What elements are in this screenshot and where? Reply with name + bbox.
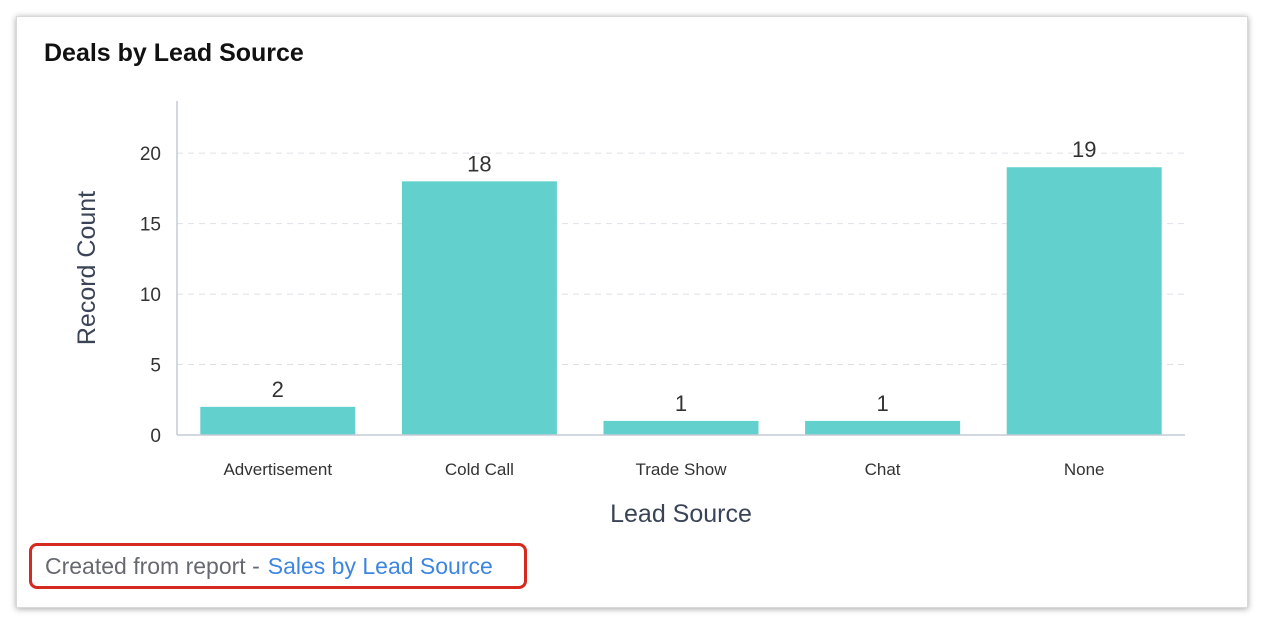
bar[interactable] xyxy=(1006,167,1162,436)
x-tick-label: None xyxy=(1064,460,1105,479)
report-source-prefix: Created from report - xyxy=(45,552,260,579)
y-tick-label: 15 xyxy=(140,215,161,236)
data-label: 18 xyxy=(467,151,491,176)
y-axis-ticks: 0 5 10 15 20 xyxy=(140,144,161,447)
x-tick-label: Advertisement xyxy=(223,460,332,479)
widget-title: Deals by Lead Source xyxy=(44,39,304,67)
bar[interactable] xyxy=(401,181,557,435)
bar[interactable] xyxy=(603,420,759,435)
data-label: 1 xyxy=(876,391,888,416)
report-source-highlight: Created from report - Sales by Lead Sour… xyxy=(29,543,527,589)
data-label: 2 xyxy=(272,377,284,402)
x-axis-title: Lead Source xyxy=(610,500,752,528)
data-labels: 2 18 1 1 19 xyxy=(272,137,1097,416)
x-tick-label: Cold Call xyxy=(445,460,514,479)
chart-widget-card: Deals by Lead Source 2 18 1 1 19 0 5 10 15 20 Ad… xyxy=(16,16,1248,608)
bar[interactable] xyxy=(805,420,961,435)
x-tick-label: Trade Show xyxy=(635,460,727,479)
y-tick-label: 20 xyxy=(140,144,161,165)
x-axis-ticks: Advertisement Cold Call Trade Show Chat None xyxy=(223,460,1104,479)
y-tick-label: 0 xyxy=(150,426,161,447)
x-tick-label: Chat xyxy=(865,460,901,479)
y-axis-title: Record Count xyxy=(73,191,101,345)
bar[interactable] xyxy=(200,406,356,435)
data-label: 19 xyxy=(1072,137,1096,162)
y-tick-label: 5 xyxy=(150,356,161,377)
y-tick-label: 10 xyxy=(140,285,161,306)
data-label: 1 xyxy=(675,391,687,416)
bar-chart: 2 18 1 1 19 0 5 10 15 20 Advertisement Cold Call T… xyxy=(73,101,1185,528)
report-link[interactable]: Sales by Lead Source xyxy=(267,552,493,579)
bars xyxy=(200,167,1162,436)
